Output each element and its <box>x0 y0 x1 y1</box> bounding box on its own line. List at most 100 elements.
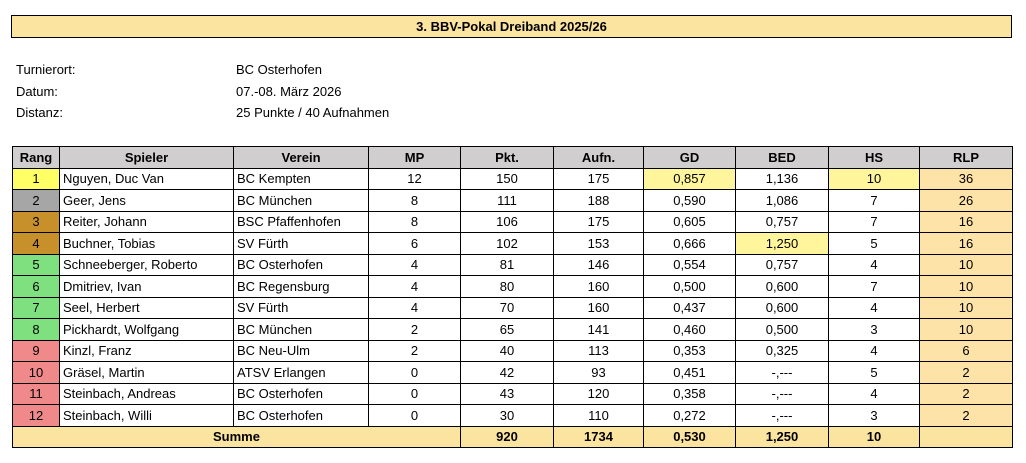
table-cell: 4 <box>828 382 920 405</box>
table-cell: BC Osterhofen <box>233 382 369 405</box>
column-header: RLP <box>919 146 1013 169</box>
table-cell: 6 <box>12 275 60 298</box>
table-cell: 0 <box>368 404 461 427</box>
table-cell: 9 <box>12 339 60 362</box>
table-cell: 120 <box>553 382 644 405</box>
table-row: 1 Nguyen, Duc Van BC Kempten 12 150 175 0,857 1… <box>12 167 1013 190</box>
table-cell: 2 <box>12 189 60 212</box>
table-cell: 42 <box>460 361 554 384</box>
table-cell: 7 <box>828 275 920 298</box>
table-cell: -,--- <box>735 404 829 427</box>
table-cell: BSC Pfaffenhofen <box>233 210 369 233</box>
table-row: 10 Gräsel, Martin ATSV Erlangen 0 42 93 0,451-… <box>12 361 1013 384</box>
table-row: 2 Geer, Jens BC München 8 111 188 0,590 1,086 7 2… <box>12 189 1013 212</box>
table-cell: 7 <box>828 189 920 212</box>
summary-row: Summe 920 1734 0,530 1,250 10 <box>12 425 1013 448</box>
table-cell: 160 <box>553 296 644 319</box>
table-cell: 16 <box>919 232 1013 255</box>
table-cell: 4 <box>828 296 920 319</box>
table-cell: 26 <box>919 189 1013 212</box>
table-cell: 4 <box>12 232 60 255</box>
table-cell: Nguyen, Duc Van <box>59 167 234 190</box>
table-cell: 10 <box>12 361 60 384</box>
table-cell: 111 <box>460 189 554 212</box>
table-cell: 5 <box>828 361 920 384</box>
table-cell: SV Fürth <box>233 296 369 319</box>
summary-cell: 1,250 <box>735 425 829 448</box>
column-header: Aufn. <box>553 146 644 169</box>
info-value: 25 Punkte / 40 Aufnahmen <box>236 105 390 120</box>
table-cell: SV Fürth <box>233 232 369 255</box>
table-cell: 0,600 <box>735 296 829 319</box>
table-cell: 36 <box>919 167 1013 190</box>
title-bar: 3. BBV-Pokal Dreiband 2025/26 <box>11 15 1012 38</box>
table-cell: 4 <box>368 275 461 298</box>
table-cell: 7 <box>828 210 920 233</box>
table-cell: 0,857 <box>643 167 736 190</box>
table-row: 6 Dmitriev, Ivan BC Regensburg 4 80 160 0,500 0… <box>12 275 1013 298</box>
table-row: 8 Pickhardt, Wolfgang BC München 2 65 141 0,46… <box>12 318 1013 341</box>
table-cell: Buchner, Tobias <box>59 232 234 255</box>
table-cell: 2 <box>368 339 461 362</box>
table-cell: 2 <box>919 382 1013 405</box>
table-cell: Kinzl, Franz <box>59 339 234 362</box>
results-table: Rang Spieler Verein MP Pkt. Aufn. GD BED HS RLP 1 N… <box>12 146 1013 448</box>
table-cell: 1 <box>12 167 60 190</box>
info-value: 07.-08. März 2026 <box>236 83 342 99</box>
table-cell: 153 <box>553 232 644 255</box>
table-cell: 0,500 <box>643 275 736 298</box>
table-cell: 4 <box>368 253 461 276</box>
table-row: 3 Reiter, Johann BSC Pfaffenhofen 8 106 175 0,… <box>12 210 1013 233</box>
table-cell: 93 <box>553 361 644 384</box>
table-cell: 3 <box>12 210 60 233</box>
table-cell: 0,437 <box>643 296 736 319</box>
table-cell: 0,460 <box>643 318 736 341</box>
table-row: 5 Schneeberger, Roberto BC Osterhofen 4 81 14… <box>12 253 1013 276</box>
table-cell: Schneeberger, Roberto <box>59 253 234 276</box>
table-cell: 16 <box>919 210 1013 233</box>
table-cell: 0,757 <box>735 210 829 233</box>
table-cell: 3 <box>828 318 920 341</box>
table-cell: 0,554 <box>643 253 736 276</box>
table-cell: BC Osterhofen <box>233 404 369 427</box>
table-cell: 12 <box>368 167 461 190</box>
table-cell: 2 <box>919 361 1013 384</box>
table-cell: 8 <box>12 318 60 341</box>
table-cell: 10 <box>919 318 1013 341</box>
column-header: MP <box>368 146 461 169</box>
table-cell: 0,605 <box>643 210 736 233</box>
table-cell: 113 <box>553 339 644 362</box>
summary-cell: 10 <box>828 425 920 448</box>
table-cell: 0,325 <box>735 339 829 362</box>
table-row: 4 Buchner, Tobias SV Fürth 6 102 153 0,666 1,25… <box>12 232 1013 255</box>
table-cell: Gräsel, Martin <box>59 361 234 384</box>
table-cell: 0,272 <box>643 404 736 427</box>
table-cell: 3 <box>828 404 920 427</box>
table-cell: 10 <box>919 275 1013 298</box>
table-cell: Geer, Jens <box>59 189 234 212</box>
table-cell: 5 <box>828 232 920 255</box>
column-header: Verein <box>233 146 369 169</box>
table-cell: 1,250 <box>735 232 829 255</box>
table-cell: 8 <box>368 189 461 212</box>
table-cell: 1,136 <box>735 167 829 190</box>
table-cell: 11 <box>12 382 60 405</box>
table-row: 11 Steinbach, Andreas BC Osterhofen 0 43 120 0… <box>12 382 1013 405</box>
table-cell: 5 <box>12 253 60 276</box>
table-cell: 70 <box>460 296 554 319</box>
summary-cell: 920 <box>460 425 554 448</box>
info-value: BC Osterhofen <box>236 62 322 77</box>
table-cell: 2 <box>368 318 461 341</box>
table-cell: 160 <box>553 275 644 298</box>
table-cell: -,--- <box>735 382 829 405</box>
table-cell: ATSV Erlangen <box>233 361 369 384</box>
table-cell: 175 <box>553 210 644 233</box>
table-cell: 4 <box>828 253 920 276</box>
table-cell: 0,451 <box>643 361 736 384</box>
table-cell: 43 <box>460 382 554 405</box>
info-label: Distanz: <box>16 105 63 120</box>
table-cell: Dmitriev, Ivan <box>59 275 234 298</box>
table-cell: BC Neu-Ulm <box>233 339 369 362</box>
summary-cell <box>919 425 1013 448</box>
